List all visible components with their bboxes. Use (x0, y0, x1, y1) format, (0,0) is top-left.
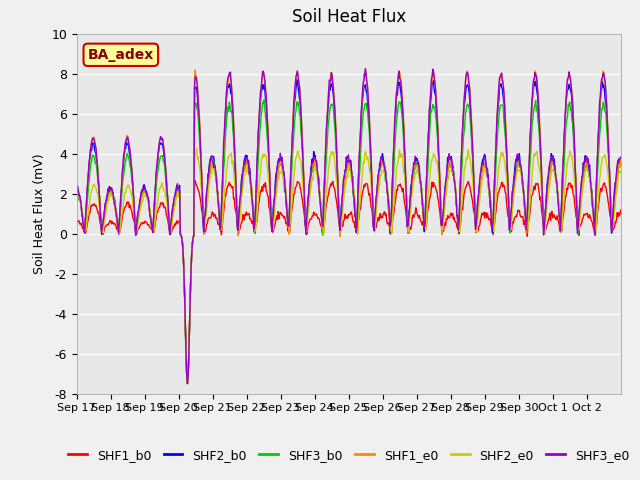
Line: SHF3_b0: SHF3_b0 (77, 100, 621, 384)
SHF1_b0 (73, 218, 81, 224)
Legend: SHF1_b0, SHF2_b0, SHF3_b0, SHF1_e0, SHF2_e0, SHF3_e0: SHF1_b0, SHF2_b0, SHF3_b0, SHF1_e0, SHF2… (63, 444, 635, 467)
Line: SHF2_e0: SHF2_e0 (77, 148, 621, 384)
SHF2_e0 (406, 211, 414, 217)
SHF3_b0 (184, 381, 191, 386)
Text: BA_adex: BA_adex (88, 48, 154, 62)
SHF2_b0 (436, 184, 444, 190)
SHF1_b0 (191, 178, 199, 184)
SHF2_b0 (285, 220, 292, 226)
SHF3_e0 (237, 186, 245, 192)
SHF3_b0 (237, 190, 245, 195)
SHF2_b0 (531, 76, 538, 82)
SHF2_e0 (193, 145, 200, 151)
SHF1_e0 (184, 381, 191, 386)
SHF1_b0 (238, 219, 246, 225)
SHF1_e0 (137, 198, 145, 204)
SHF1_b0 (184, 381, 191, 386)
SHF2_e0 (285, 227, 293, 233)
SHF2_e0 (265, 179, 273, 184)
SHF2_b0 (406, 207, 413, 213)
SHF1_e0 (285, 231, 292, 237)
SHF2_e0 (437, 204, 445, 210)
SHF1_b0 (437, 217, 445, 223)
SHF2_b0 (137, 195, 145, 201)
SHF3_b0 (73, 188, 81, 194)
SHF2_b0 (184, 381, 191, 386)
SHF3_e0 (285, 223, 292, 229)
SHF1_e0 (406, 203, 414, 208)
SHF3_e0 (406, 196, 414, 202)
Y-axis label: Soil Heat Flux (mV): Soil Heat Flux (mV) (33, 153, 45, 274)
SHF2_b0 (237, 178, 245, 184)
SHF1_e0 (362, 67, 369, 73)
SHF3_b0 (260, 97, 268, 103)
SHF2_e0 (73, 192, 81, 198)
SHF3_e0 (73, 186, 81, 192)
Line: SHF1_b0: SHF1_b0 (77, 181, 621, 384)
SHF1_e0 (437, 196, 445, 202)
Title: Soil Heat Flux: Soil Heat Flux (292, 9, 406, 26)
Line: SHF3_e0: SHF3_e0 (77, 69, 621, 384)
SHF3_b0 (406, 203, 414, 209)
SHF2_b0 (264, 144, 272, 149)
SHF3_b0 (137, 199, 145, 205)
Line: SHF2_b0: SHF2_b0 (77, 79, 621, 384)
SHF3_b0 (617, 160, 625, 166)
SHF3_b0 (285, 219, 293, 225)
SHF1_b0 (617, 207, 625, 213)
SHF3_b0 (437, 199, 445, 205)
SHF1_b0 (285, 230, 293, 236)
SHF3_e0 (264, 136, 272, 142)
SHF2_e0 (238, 191, 246, 197)
SHF3_e0 (184, 381, 191, 386)
SHF1_e0 (73, 186, 81, 192)
SHF2_e0 (617, 168, 625, 173)
SHF1_b0 (406, 225, 414, 230)
SHF1_e0 (264, 128, 272, 134)
SHF1_b0 (265, 205, 273, 211)
SHF3_b0 (265, 162, 273, 168)
SHF3_e0 (617, 154, 625, 160)
SHF2_b0 (617, 160, 625, 166)
SHF1_e0 (237, 186, 245, 192)
SHF3_e0 (137, 193, 145, 199)
SHF2_b0 (73, 187, 81, 192)
SHF2_e0 (137, 205, 145, 211)
SHF3_e0 (437, 206, 445, 212)
SHF2_e0 (184, 381, 191, 386)
SHF1_e0 (617, 157, 625, 163)
Line: SHF1_e0: SHF1_e0 (77, 70, 621, 384)
SHF1_b0 (137, 222, 145, 228)
SHF3_e0 (362, 66, 369, 72)
